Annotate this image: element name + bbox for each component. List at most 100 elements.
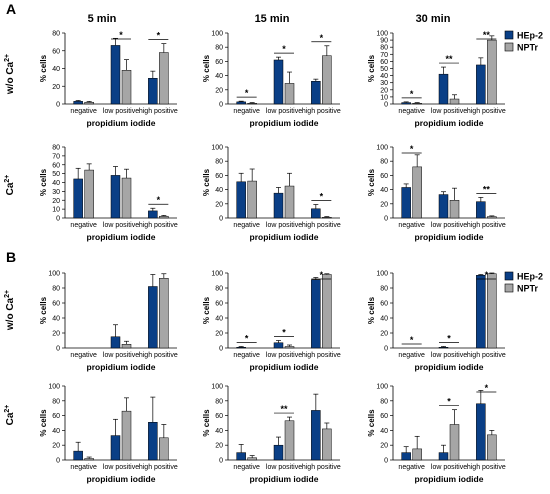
significance-label: ** bbox=[280, 404, 288, 414]
x-tick-label: low positive bbox=[103, 222, 139, 229]
significance-label: * bbox=[410, 89, 414, 99]
y-tick-label: 40 bbox=[380, 187, 388, 194]
significance-label: * bbox=[447, 334, 451, 344]
bar-hep-2 bbox=[110, 435, 121, 461]
legend-label-nptr: NPTr bbox=[517, 284, 539, 294]
x-tick-label: high positive bbox=[467, 464, 506, 471]
x-tick-label: low positive bbox=[431, 352, 467, 359]
y-tick-label: 80 bbox=[380, 286, 388, 293]
bar-hep-2 bbox=[236, 181, 246, 219]
bar-hep-2 bbox=[438, 73, 449, 105]
bar-hep-2 bbox=[236, 452, 246, 461]
y-tick-label: 40 bbox=[215, 187, 223, 194]
y-tick-label: 70 bbox=[380, 52, 388, 59]
y-tick-label: 40 bbox=[380, 316, 388, 323]
panel-letter-b: B bbox=[6, 249, 16, 265]
y-tick-label: 60 bbox=[380, 59, 388, 66]
x-tick-label: high positive bbox=[467, 352, 506, 359]
y-tick-label: 20 bbox=[215, 87, 223, 94]
y-tick-label: 20 bbox=[52, 198, 60, 205]
y-tick-label: 60 bbox=[380, 413, 388, 420]
legend-label-hep2: HEp-2 bbox=[517, 272, 543, 282]
y-tick-label: 60 bbox=[52, 48, 60, 55]
bar-nptr bbox=[284, 185, 295, 219]
y-tick-label: 30 bbox=[380, 80, 388, 87]
y-tick-label: 0 bbox=[219, 346, 223, 353]
y-axis-label: % cells bbox=[202, 168, 211, 196]
bar-nptr bbox=[322, 55, 332, 105]
y-tick-label: 100 bbox=[48, 384, 60, 391]
bar-hep-2 bbox=[148, 422, 158, 461]
svg-text:Ca2+: Ca2+ bbox=[4, 175, 16, 196]
y-tick-label: 60 bbox=[52, 301, 60, 308]
bar-nptr bbox=[159, 278, 169, 349]
bar-hep-2 bbox=[311, 208, 321, 219]
bar-nptr bbox=[487, 273, 497, 349]
column-title-15min: 15 min bbox=[255, 13, 290, 25]
y-tick-label: 20 bbox=[380, 87, 388, 94]
y-tick-label: 20 bbox=[52, 331, 60, 338]
y-tick-label: 50 bbox=[52, 171, 60, 178]
bar-nptr bbox=[247, 180, 257, 219]
x-tick-label: high positive bbox=[302, 108, 341, 115]
bar-nptr bbox=[322, 217, 332, 219]
x-tick-label: low positive bbox=[103, 352, 139, 359]
significance-label: ** bbox=[483, 184, 491, 194]
x-tick-label: negative bbox=[398, 352, 425, 359]
x-tick-label: low positive bbox=[431, 108, 467, 115]
significance-label: * bbox=[157, 31, 161, 41]
significance-label: * bbox=[119, 30, 123, 40]
legend-swatch-nptr bbox=[504, 42, 514, 52]
x-tick-label: negative bbox=[70, 222, 97, 229]
y-axis-label: % cells bbox=[39, 168, 48, 196]
bar-hep-2 bbox=[236, 347, 246, 349]
x-axis-label: propidium iodide bbox=[250, 118, 319, 128]
y-tick-label: 100 bbox=[211, 384, 223, 391]
y-tick-label: 20 bbox=[380, 443, 388, 450]
y-tick-label: 80 bbox=[215, 159, 223, 166]
x-axis-label: propidium iodide bbox=[250, 474, 319, 484]
y-axis-label: % cells bbox=[39, 296, 48, 324]
legend-label-nptr: NPTr bbox=[517, 43, 539, 53]
x-tick-label: high positive bbox=[139, 222, 178, 229]
y-tick-label: 0 bbox=[384, 216, 388, 223]
y-tick-label: 60 bbox=[215, 173, 223, 180]
bar-nptr bbox=[121, 70, 132, 105]
significance-label: * bbox=[410, 144, 414, 154]
y-tick-label: 40 bbox=[52, 428, 60, 435]
column-title-30min: 30 min bbox=[416, 13, 451, 25]
y-tick-label: 60 bbox=[215, 301, 223, 308]
x-tick-label: low positive bbox=[266, 464, 302, 471]
y-tick-label: 80 bbox=[52, 31, 60, 38]
significance-label: * bbox=[320, 192, 324, 202]
y-tick-label: 40 bbox=[215, 316, 223, 323]
y-tick-label: 80 bbox=[215, 45, 223, 52]
x-tick-label: negative bbox=[398, 108, 425, 115]
x-tick-label: negative bbox=[398, 464, 425, 471]
y-tick-label: 70 bbox=[52, 153, 60, 160]
y-tick-label: 0 bbox=[219, 216, 223, 223]
chart-b-0-0: 0 20 40 60 80 100 % cells negative low positive h… bbox=[39, 271, 178, 373]
x-axis-label: propidium iodide bbox=[415, 362, 484, 372]
x-tick-label: high positive bbox=[302, 222, 341, 229]
bar-hep-2 bbox=[438, 194, 449, 219]
significance-label: * bbox=[282, 44, 286, 54]
y-axis-label: % cells bbox=[39, 54, 48, 82]
x-tick-label: low positive bbox=[266, 222, 302, 229]
bar-hep-2 bbox=[110, 336, 121, 349]
y-tick-label: 10 bbox=[52, 207, 60, 214]
y-tick-label: 80 bbox=[52, 145, 60, 152]
x-axis-label: propidium iodide bbox=[87, 232, 156, 242]
row-label-a-wo-ca: w/o Ca2+ bbox=[4, 54, 16, 95]
y-tick-label: 20 bbox=[380, 331, 388, 338]
significance-label: * bbox=[282, 328, 286, 338]
x-axis-label: propidium iodide bbox=[415, 118, 484, 128]
chart-a-1-2: 0 20 40 60 80 100 % cells negative low positive h… bbox=[367, 144, 506, 242]
bar-hep-2 bbox=[236, 101, 246, 105]
significance-label: * bbox=[320, 33, 324, 43]
y-tick-label: 40 bbox=[380, 73, 388, 80]
y-axis-label: % cells bbox=[202, 54, 211, 82]
y-tick-label: 60 bbox=[215, 413, 223, 420]
